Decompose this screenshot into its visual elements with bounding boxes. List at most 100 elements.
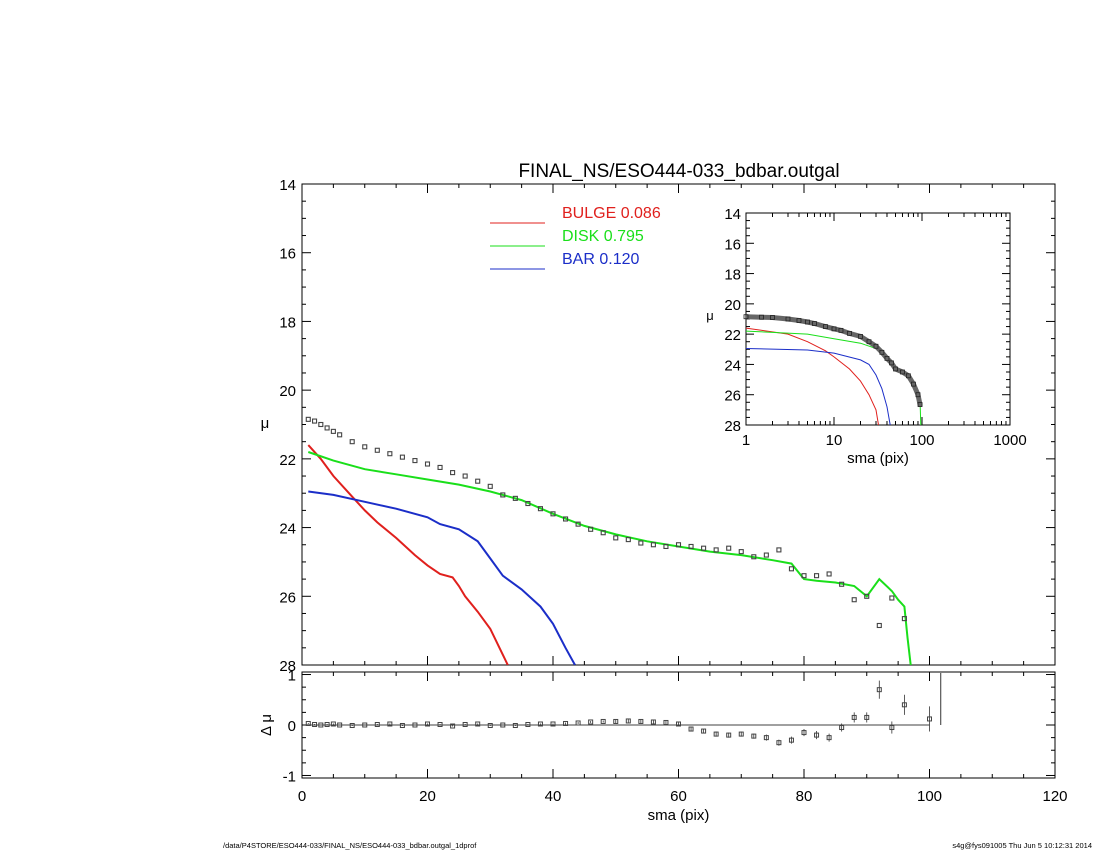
main-data-point [763,552,769,558]
main-data-point [399,454,405,460]
residual-y-tick-label: 1 [288,668,296,685]
inset-data-point [911,381,916,387]
residual-y-axis-label: Δ μ [258,714,275,736]
main-data-point [330,428,336,434]
main-y-axis-label: μ [261,415,270,432]
residual-data-point [851,714,857,720]
inset-data-point [917,402,923,407]
main-y-tick-label: 28 [279,658,296,675]
inset-data-point [831,326,837,332]
residual-data-point [839,725,845,731]
residual-data-point [487,723,493,729]
inset-data-point [879,349,885,355]
main-data-point [311,418,318,424]
main-data-point [462,473,468,479]
main-data-point [324,425,330,431]
inset-y-tick-label: 22 [724,327,741,344]
inset-series-bulge [746,327,879,425]
residual-data-point [650,719,656,725]
inset-x-tick-label: 1000 [993,432,1026,449]
residual-data-point [663,719,669,725]
main-data-point [550,511,556,517]
inset-data-point [823,324,828,329]
residual-data-point [399,723,405,729]
residual-y-tick-label: 0 [288,718,296,735]
main-data-point [650,542,656,548]
main-data-point [675,542,682,548]
main-data-point [751,554,757,560]
residual-data-point [550,721,556,727]
inset-series-bar [746,348,891,425]
main-data-point [889,595,895,601]
residual-data-point [788,737,794,743]
main-y-tick-label: 24 [279,521,296,538]
inset-data-point [905,373,911,379]
footer-timestamp: s4g@fys091005 Thu Jun 5 10:12:31 2014 [952,841,1092,850]
inset-data-point [858,334,863,339]
main-data-point [424,461,431,467]
residual-data-point [726,732,732,738]
inset-data-point [873,343,879,349]
inset-data-point [847,330,852,336]
residual-x-tick-label: 120 [1042,788,1067,805]
inset-x-tick-label: 10 [826,432,843,449]
main-data-point [776,547,782,553]
main-data-point [713,547,719,553]
legend-label-disk: DISK 0.795 [562,228,644,245]
main-series-bulge [307,444,509,665]
residual-data-point [763,735,769,741]
residual-data-point [349,723,355,729]
residual-data-point [701,728,707,734]
main-data-point [537,506,544,512]
inset-y-tick-label: 24 [724,357,741,374]
inset-x-tick-label: 1 [742,432,750,449]
inset-panel: 1 10 100 1000 14 16 18 20 22 24 26 28 μ sma (pix) [706,206,1026,467]
inset-data-point [743,314,749,320]
residual-data-point [864,714,870,720]
inset-data-point [770,315,775,320]
residual-x-tick-label: 60 [670,788,687,805]
main-data-point [600,530,606,536]
residual-data-point [525,721,531,727]
main-data-point [512,495,518,501]
residual-data-point [563,720,569,726]
residual-data-point [330,721,336,727]
residual-data-point [387,721,393,727]
legend: BULGE 0.086 DISK 0.795 BAR 0.120 [490,205,661,270]
main-data-point [638,540,644,546]
residual-data-point [688,726,694,732]
inset-data-point [805,319,810,325]
residual-data-point [437,721,443,727]
inset-data-point [796,318,802,323]
main-data-point [688,543,694,550]
residual-data-point [305,720,311,726]
main-y-tick-label: 16 [279,246,296,263]
main-data-point [318,421,324,428]
main-data-point [437,464,443,470]
main-data-point [613,535,619,541]
inset-y-tick-label: 28 [724,418,741,435]
main-data-point [625,537,631,543]
residual-data-point [425,721,430,727]
inset-data-point [785,316,791,322]
main-panel: 14 16 18 20 22 24 26 28 μ [261,177,1056,675]
residual-x-tick-label: 100 [917,788,942,805]
main-data-point [562,516,569,522]
main-data-point [738,549,744,555]
inset-data-point [866,339,872,345]
residual-data-point [318,722,324,728]
main-data-point [801,573,807,579]
main-data-point [349,439,355,445]
residual-data-point [713,731,719,737]
residual-x-tick-label: 0 [298,788,306,805]
residual-data-point [676,721,681,727]
main-data-point [839,581,845,587]
main-data-point [701,545,707,551]
residual-data-point [814,732,820,738]
main-y-tick-label: 20 [279,383,296,400]
residual-data-point [324,721,330,727]
residual-data-point [588,719,594,725]
main-series-disk [307,451,912,665]
